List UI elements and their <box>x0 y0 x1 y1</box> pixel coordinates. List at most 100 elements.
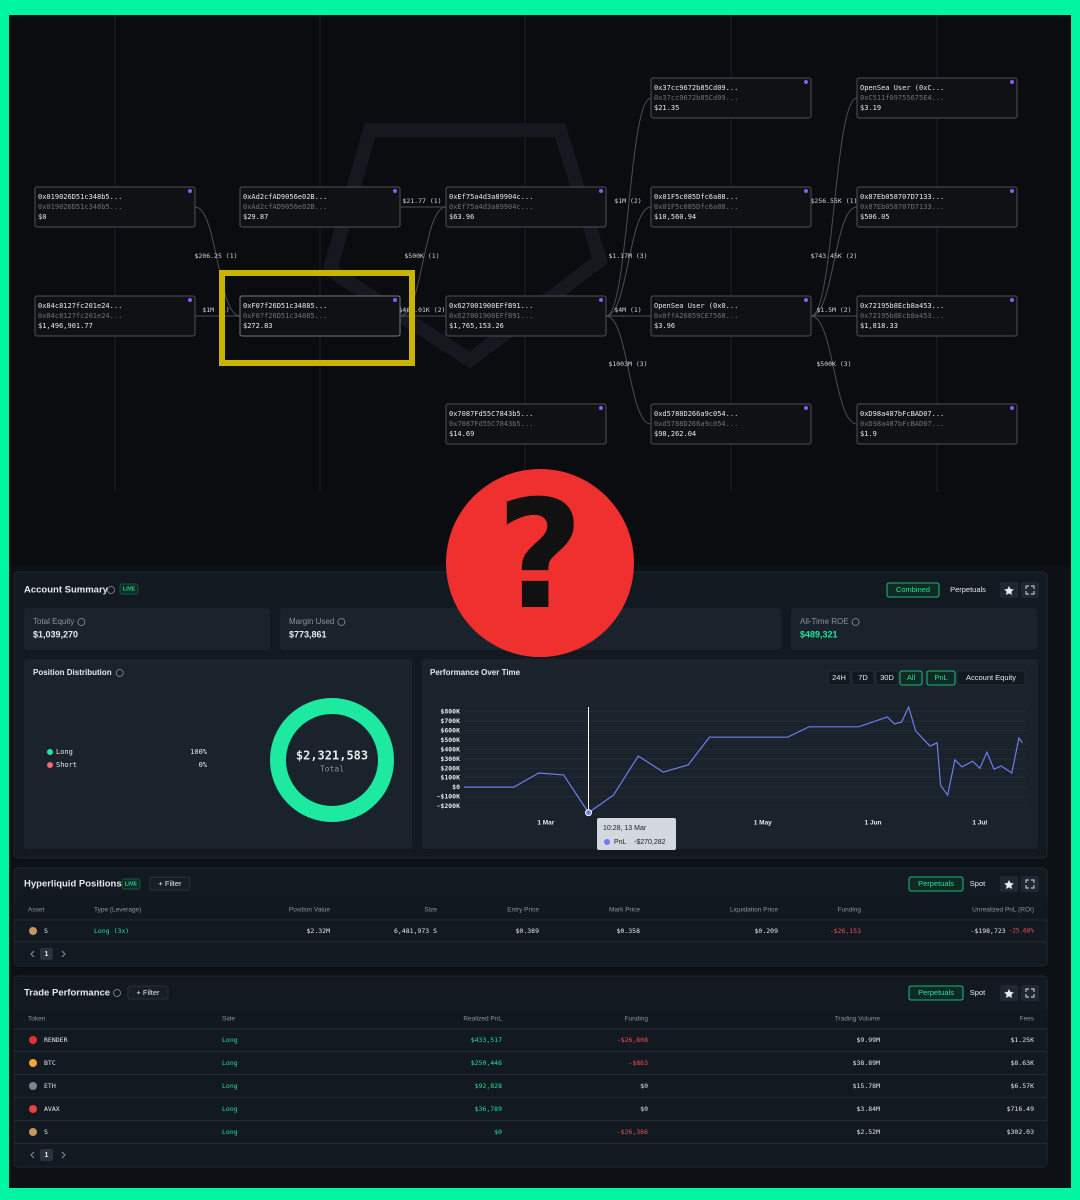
next-page[interactable] <box>61 950 66 958</box>
node-title: OpenSea User (0x0... <box>654 302 738 310</box>
node-balance: $1,496,901.77 <box>38 322 93 330</box>
node-balance: $1.9 <box>860 430 877 438</box>
node-balance: $14.69 <box>449 430 474 438</box>
legend-dot <box>47 749 53 755</box>
node-title: 0x37cc9672b85Cd09... <box>654 84 738 92</box>
edge-label: $743.45K (2) <box>811 252 858 260</box>
node-dot <box>393 189 397 193</box>
tab[interactable] <box>908 985 964 1001</box>
edge-label: $500K (1) <box>404 252 439 260</box>
tooltip-name: PnL <box>614 839 627 846</box>
cell: $0 <box>494 1128 502 1136</box>
y-tick-label: -$100K <box>437 793 461 801</box>
node-balance: $63.96 <box>449 213 474 221</box>
chart-button-label: PnL <box>934 673 947 682</box>
filter-label: + Filter <box>158 879 182 888</box>
node-dot <box>599 298 603 302</box>
filter-button[interactable] <box>127 985 169 1000</box>
node <box>856 77 1018 119</box>
legend-name: Long <box>56 748 73 756</box>
chart-button[interactable] <box>956 670 1026 686</box>
y-tick-label: $500K <box>440 736 460 744</box>
node <box>650 77 812 119</box>
node <box>856 186 1018 228</box>
node-address: 0xAd2cfAD9056e02B... <box>243 203 327 211</box>
node-balance: $1,818.33 <box>860 322 898 330</box>
node-title: OpenSea User (0xC... <box>860 84 944 92</box>
section-title: Trade Performance <box>24 988 110 999</box>
filter-button[interactable] <box>149 876 191 891</box>
next-page[interactable] <box>61 1151 66 1159</box>
info-icon <box>107 586 115 594</box>
node <box>239 295 401 337</box>
y-tick-label: $700K <box>440 717 460 725</box>
column-header: Position Value <box>289 907 330 914</box>
edge-label: $1.17M (3) <box>608 252 647 260</box>
cell: Long <box>222 1105 238 1113</box>
x-tick-label: 1 Mar <box>537 820 554 827</box>
cell: $8.63K <box>1011 1059 1035 1067</box>
node-address: 0x7087Fd55C7843b5... <box>449 420 533 428</box>
asset-icon <box>29 1059 37 1067</box>
node <box>445 403 607 445</box>
cell: Long <box>222 1036 238 1044</box>
node-title: 0x72195b8Ecb8a453... <box>860 302 944 310</box>
info-icon <box>115 669 124 677</box>
tab[interactable] <box>908 876 964 892</box>
cell: Long <box>222 1059 238 1067</box>
card-value: $773,861 <box>289 629 327 639</box>
chart-button[interactable] <box>827 670 851 686</box>
chart-button[interactable] <box>926 670 956 686</box>
page-button[interactable] <box>40 948 53 960</box>
node <box>34 186 196 228</box>
y-tick-label: $200K <box>440 764 460 772</box>
node-balance: $506.05 <box>860 213 890 221</box>
node-address: 0xD98a487bFcBAD07... <box>860 420 944 428</box>
cell: -$26,808 <box>617 1036 648 1044</box>
node <box>856 403 1018 445</box>
cell: $2.52M <box>857 1128 881 1136</box>
cell: $92,828 <box>475 1082 502 1090</box>
live-badge-text: LIVE <box>123 586 136 592</box>
asset-icon <box>29 927 37 935</box>
chart-button[interactable] <box>851 670 875 686</box>
node-title: 0x01F5c085Dfc6a88... <box>654 193 738 201</box>
node-address: 0xF07f26D51c34885... <box>243 312 327 320</box>
tab[interactable] <box>886 582 940 598</box>
chart-button[interactable] <box>899 670 923 686</box>
tab-label: Perpetuals <box>950 585 986 594</box>
table-header <box>14 1010 1047 1028</box>
prev-page[interactable] <box>30 950 35 958</box>
x-tick-label: 1 Jul <box>972 820 987 827</box>
node-title: 0x7087Fd55C7843b5... <box>449 410 533 418</box>
expand-button[interactable] <box>1021 876 1039 892</box>
edge-label: $1M (1) <box>202 306 229 314</box>
filter-label: + Filter <box>136 988 160 997</box>
expand-icon <box>1025 585 1035 595</box>
cell: $9.99M <box>857 1036 881 1044</box>
card-label: All-Time ROE <box>800 617 849 626</box>
star-icon <box>1004 880 1014 889</box>
node <box>34 295 196 337</box>
expand-button[interactable] <box>1021 985 1039 1001</box>
node-title: 0x019026D51c348b5... <box>38 193 122 201</box>
pnl-line <box>464 705 1023 814</box>
chart-button[interactable] <box>875 670 899 686</box>
node-title: 0xAd2cfAD9056e02B... <box>243 193 327 201</box>
page-button[interactable] <box>40 1149 53 1161</box>
node-dot <box>393 298 397 302</box>
prev-page[interactable] <box>30 1151 35 1159</box>
node-dot <box>804 80 808 84</box>
page-number: 1 <box>45 1152 49 1159</box>
node-dot <box>599 189 603 193</box>
star-icon <box>1004 586 1014 595</box>
node-balance: $1,765,153.26 <box>449 322 504 330</box>
panel-title: Position Distribution <box>33 668 112 677</box>
node-title: 0xF07f26D51c34885... <box>243 302 327 310</box>
column-header: Type (Leverage) <box>94 907 141 914</box>
node-address: 0x0ffA26859CE7568... <box>654 312 738 320</box>
page-number: 1 <box>45 951 49 958</box>
expand-button[interactable] <box>1021 582 1039 598</box>
edge <box>810 97 858 317</box>
asset-icon <box>29 1128 37 1136</box>
